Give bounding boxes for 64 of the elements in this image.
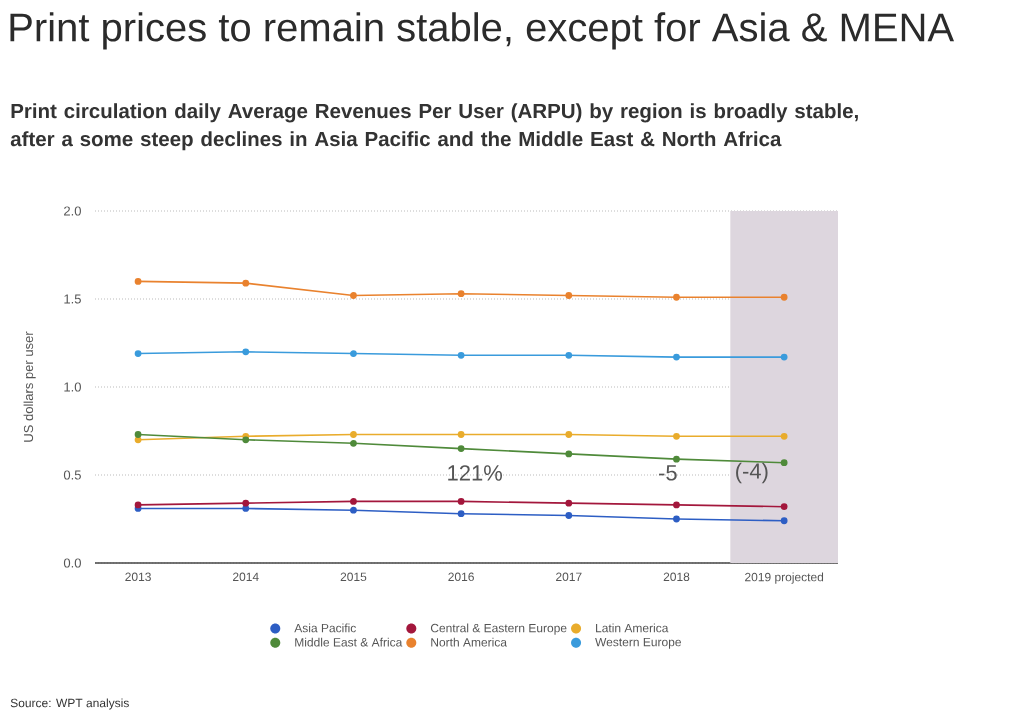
x-tick-label: 2015 [340,572,367,582]
point [242,505,250,512]
point [350,350,357,357]
point [350,498,357,505]
point [673,515,680,523]
y-tick-label: 0.5 [63,470,81,480]
point [565,499,573,507]
annotation: 121% [448,465,503,481]
point [780,432,788,440]
x-tick-label: 2018 [663,572,690,582]
point [780,459,788,467]
point [457,510,465,518]
legend-label: Western Europe [595,637,681,649]
y-axis-title: US dollars per user [23,331,36,442]
point [242,279,250,287]
point [134,278,142,285]
y-tick-label: 1.5 [64,294,81,304]
point [350,292,357,299]
point [134,501,142,509]
legend-label: North America [431,637,507,647]
legend-label: Asia Pacific [294,623,356,633]
point [457,290,465,298]
point [565,292,573,299]
point [673,293,680,301]
point [780,353,788,361]
point [565,450,573,458]
source-note: Source: WPT analysis [10,698,129,710]
legend-label: Latin America [596,623,669,633]
x-tick-label: 2014 [233,572,259,582]
chart-title: Print prices to remain stable, except for Asia & MENA [10,12,955,50]
point [457,445,465,452]
point [673,432,680,440]
point [457,498,465,505]
x-tick-label: 2017 [556,572,582,582]
point [565,431,573,438]
point [565,351,573,359]
x-tick-label: 2016 [448,572,474,582]
x-tick-label: 2019 projected [745,572,824,584]
chart-subtitle: Print circulation daily Average Revenues Per User (ARPU) by region is broadly stable, after a some steep declines in Asia Pacific and the Middle East & North Africa [10,103,858,151]
point [673,455,680,463]
point [457,351,465,359]
point [350,439,357,447]
y-tick-label: 2.0 [64,206,81,216]
y-tick-label: 1.0 [64,382,81,392]
point [350,431,357,438]
point [134,431,142,438]
point [242,436,250,444]
point [457,431,465,438]
point [242,348,250,356]
point [242,499,250,507]
point [673,501,680,509]
point [780,293,788,301]
point [350,506,357,514]
point [673,353,680,361]
point [780,517,788,525]
annotation: -5 [659,465,677,481]
annotation: (-4) [736,462,768,484]
y-tick-label: 0.0 [63,558,81,568]
point [565,512,573,519]
legend-label: Middle East & Africa [295,637,403,647]
point [780,503,788,511]
x-tick-label: 2013 [125,572,151,582]
point [134,350,142,357]
legend-label: Central & Eastern Europe [430,623,567,635]
